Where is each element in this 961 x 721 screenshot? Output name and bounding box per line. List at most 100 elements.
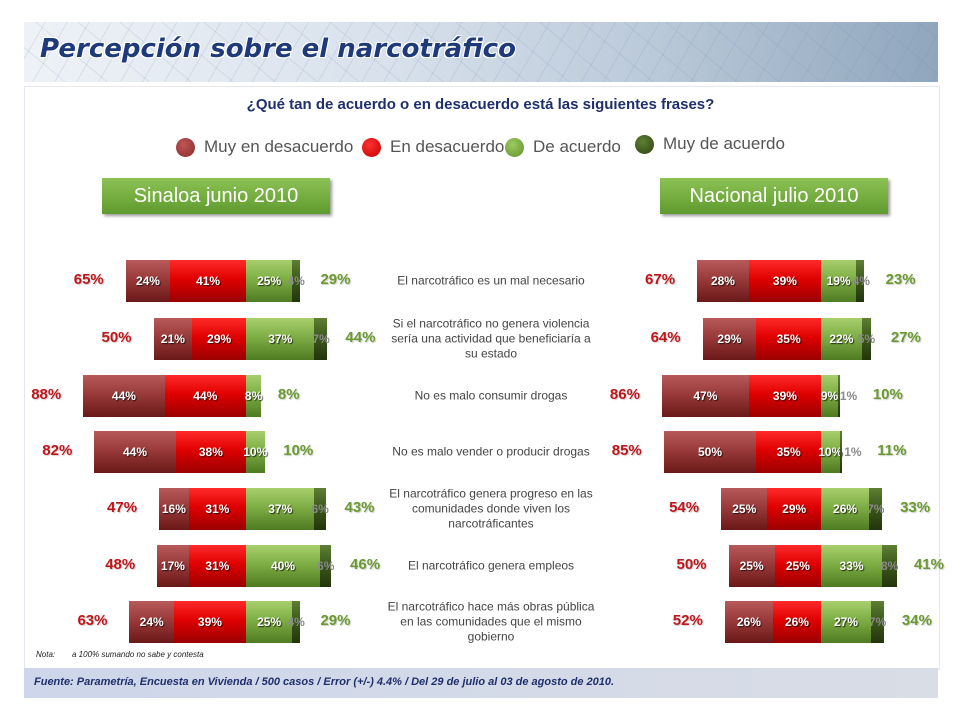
total-disagree-label: 50% — [101, 329, 132, 346]
segment-label-muy-de-acuerdo: 6% — [311, 502, 329, 516]
bar-segment-muy-en-desacuerdo — [663, 431, 757, 473]
nota-label: Nota: — [36, 650, 56, 659]
segment-label-de-acuerdo: 10% — [243, 445, 268, 459]
bar-segment-muy-de-acuerdo — [870, 601, 884, 643]
segment-label-muy-en-desacuerdo: 44% — [123, 445, 148, 459]
segment-label-de-acuerdo: 25% — [257, 274, 282, 288]
total-disagree-label: 50% — [676, 556, 707, 573]
segment-label-en-desacuerdo: 31% — [205, 559, 230, 573]
total-agree-label: 33% — [900, 499, 931, 516]
bar-segment-muy-de-acuerdo — [882, 545, 897, 587]
segment-label-de-acuerdo: 27% — [833, 615, 858, 629]
segment-label-en-desacuerdo: 44% — [193, 389, 218, 403]
segment-label-muy-de-acuerdo: 1% — [839, 389, 858, 403]
total-disagree-label: 47% — [107, 499, 138, 516]
bar-segment-de-acuerdo — [821, 601, 871, 643]
statement-label: El narcotráfico es un mal necesario — [397, 273, 585, 288]
bar-segment-en-desacuerdo — [188, 545, 246, 587]
total-agree-label: 27% — [890, 329, 921, 346]
segment-label-muy-de-acuerdo: 6% — [317, 559, 335, 573]
segment-label-de-acuerdo: 19% — [826, 274, 851, 288]
total-disagree-label: 54% — [669, 499, 700, 516]
bar-segment-muy-en-desacuerdo — [83, 375, 165, 417]
segment-label-muy-de-acuerdo: 1% — [844, 445, 862, 459]
segment-label-en-desacuerdo: 39% — [197, 615, 222, 629]
segment-label-en-desacuerdo: 26% — [784, 615, 809, 629]
total-disagree-label: 67% — [645, 271, 676, 288]
segment-label-muy-en-desacuerdo: 50% — [698, 445, 723, 459]
legend-label: Muy en desacuerdo — [204, 137, 354, 156]
total-agree-label: 46% — [350, 556, 381, 573]
segment-label-en-desacuerdo: 39% — [772, 274, 797, 288]
legend-swatch — [505, 137, 524, 157]
bar-segment-muy-en-desacuerdo — [159, 488, 189, 530]
legend-de-acuerdo: De acuerdo — [505, 137, 621, 157]
bar-segment-de-acuerdo — [246, 431, 265, 473]
bar-segment-de-acuerdo — [246, 375, 261, 417]
legend-swatch — [362, 137, 381, 157]
segment-label-muy-en-desacuerdo: 28% — [710, 274, 735, 288]
segment-label-muy-de-acuerdo: 8% — [880, 559, 899, 573]
bar-segment-de-acuerdo — [246, 318, 315, 360]
statement-label: El narcotráfico genera empleos — [407, 558, 575, 573]
statement-label: No es malo vender o producir drogas — [392, 444, 590, 459]
bar-segment-muy-en-desacuerdo — [153, 318, 193, 360]
bar-segment-de-acuerdo — [246, 601, 293, 643]
segment-label-de-acuerdo: 33% — [839, 559, 864, 573]
region-label-nacional: Nacional julio 2010 — [660, 178, 888, 214]
bar-segment-muy-de-acuerdo — [292, 601, 300, 643]
legend-swatch — [176, 137, 195, 157]
bar-segment-en-desacuerdo — [188, 488, 246, 530]
total-agree-label: 34% — [901, 612, 932, 629]
segment-label-de-acuerdo: 37% — [268, 332, 293, 346]
segment-label-en-desacuerdo: 35% — [776, 332, 801, 346]
legend-muy-en-desacuerdo: Muy en desacuerdo — [176, 137, 353, 157]
segment-label-de-acuerdo: 8% — [244, 389, 263, 403]
source-footer: Fuente: Parametría, Encuesta en Vivienda… — [24, 668, 938, 698]
bar-segment-de-acuerdo — [821, 431, 840, 473]
segment-label-muy-de-acuerdo: 4% — [852, 274, 870, 288]
segment-label-en-desacuerdo: 41% — [196, 274, 221, 288]
bar-segment-muy-de-acuerdo — [869, 488, 883, 530]
bar-segment-muy-en-desacuerdo — [661, 375, 749, 417]
total-agree-label: 10% — [283, 442, 314, 459]
bar-segment-de-acuerdo — [821, 260, 857, 302]
bar-segment-en-desacuerdo — [175, 431, 246, 473]
total-disagree-label: 63% — [77, 612, 108, 629]
segment-label-en-desacuerdo: 35% — [776, 445, 801, 459]
title-banner: Percepción sobre el narcotráfico — [24, 22, 938, 82]
bar-segment-muy-de-acuerdo — [292, 260, 300, 302]
legend-en-desacuerdo: En desacuerdo — [362, 137, 504, 157]
segment-label-de-acuerdo: 37% — [268, 502, 293, 516]
bar-segment-muy-en-desacuerdo — [697, 260, 749, 302]
segment-label-en-desacuerdo: 29% — [207, 332, 232, 346]
segment-label-muy-en-desacuerdo: 29% — [717, 332, 742, 346]
segment-label-de-acuerdo: 10% — [818, 445, 843, 459]
segment-label-muy-en-desacuerdo: 17% — [160, 559, 185, 573]
statement-label: El narcotráfico genera progreso en las c… — [389, 486, 593, 531]
total-disagree-label: 85% — [611, 442, 642, 459]
bar-segment-muy-en-desacuerdo — [728, 545, 775, 587]
legend-swatch — [635, 134, 654, 154]
segment-label-muy-en-desacuerdo: 21% — [160, 332, 185, 346]
segment-label-muy-de-acuerdo: 4% — [287, 274, 305, 288]
bar-segment-en-desacuerdo — [748, 375, 821, 417]
segment-label-muy-de-acuerdo: 5% — [857, 332, 876, 346]
segment-label-muy-de-acuerdo: 7% — [312, 332, 330, 346]
total-agree-label: 41% — [913, 556, 944, 573]
segment-label-muy-en-desacuerdo: 25% — [739, 559, 764, 573]
bar-segment-en-desacuerdo — [774, 545, 821, 587]
bar-segment-en-desacuerdo — [192, 318, 246, 360]
bar-segment-de-acuerdo — [821, 318, 862, 360]
segment-label-de-acuerdo: 25% — [257, 615, 282, 629]
bar-segment-en-desacuerdo — [170, 260, 246, 302]
segment-label-muy-de-acuerdo: 7% — [867, 502, 885, 516]
segment-label-de-acuerdo: 26% — [833, 502, 858, 516]
segment-label-en-desacuerdo: 31% — [205, 502, 230, 516]
segment-label-muy-en-desacuerdo: 24% — [139, 615, 164, 629]
bar-segment-muy-en-desacuerdo — [721, 488, 768, 530]
legend-label: De acuerdo — [533, 137, 621, 156]
bar-segment-muy-en-desacuerdo — [94, 431, 176, 473]
segment-label-muy-en-desacuerdo: 26% — [736, 615, 761, 629]
statement-label: Si el narcotráfico no genera violencia s… — [391, 316, 591, 361]
